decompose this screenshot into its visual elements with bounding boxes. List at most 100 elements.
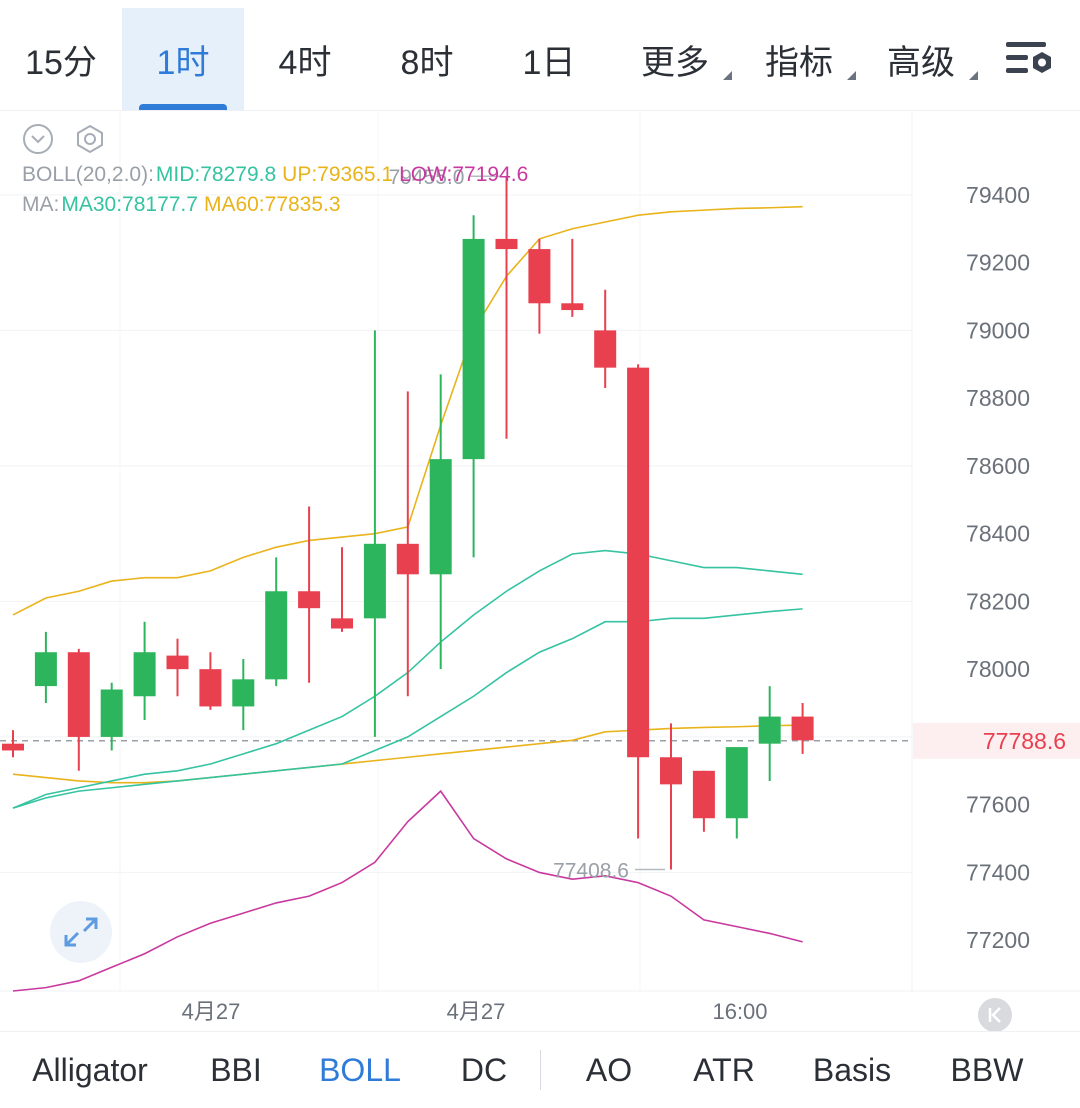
candle-body xyxy=(199,669,222,707)
candle xyxy=(758,686,781,781)
candle-body xyxy=(100,689,123,737)
price-tick-label: 77200 xyxy=(966,927,1030,953)
candle xyxy=(660,723,682,870)
candle xyxy=(67,648,90,771)
indicators-dropdown[interactable]: 指标 xyxy=(754,8,856,110)
candle-body xyxy=(265,591,288,680)
indicator-tab-bbi[interactable]: BBI xyxy=(210,1052,262,1088)
boll-lower-line xyxy=(12,789,803,992)
candle xyxy=(2,730,24,758)
tab-4h[interactable]: 4时 xyxy=(244,8,366,110)
candle-body xyxy=(2,743,24,751)
candle-body xyxy=(363,543,386,619)
price-tick-label: 78400 xyxy=(966,521,1030,547)
price-tick-label: 77600 xyxy=(966,792,1030,818)
candle xyxy=(528,238,551,334)
candle xyxy=(725,747,748,839)
time-axis-label: 16:00 xyxy=(712,999,767,1024)
candle xyxy=(363,330,386,737)
ma60-line xyxy=(12,724,803,784)
tab-label: 4时 xyxy=(278,43,332,82)
tab-label: 8时 xyxy=(400,43,454,82)
tab-1h[interactable]: 1时 xyxy=(122,8,244,110)
price-tick-label: 78000 xyxy=(966,656,1030,682)
candle xyxy=(396,391,419,697)
timeframe-bar: 15分 1时 4时 8时 1日 更多 指标 高级 xyxy=(0,0,1080,111)
ma30-line xyxy=(12,608,803,809)
indicator-tab-ao[interactable]: AO xyxy=(585,1052,633,1088)
tab-label: 1时 xyxy=(156,43,210,82)
candle xyxy=(561,238,584,317)
candle-body xyxy=(791,716,814,741)
dropdown-caret-icon xyxy=(723,71,732,80)
candle-body xyxy=(528,249,551,304)
indicator-tab-atr[interactable]: ATR xyxy=(693,1052,755,1088)
ma60-value: MA60:77835.3 xyxy=(203,193,341,216)
indicator-tab-dc[interactable]: DC xyxy=(460,1052,508,1088)
chevron-down-icon[interactable] xyxy=(22,123,54,155)
candle xyxy=(199,652,222,710)
candle xyxy=(265,557,288,687)
price-tick-label: 77400 xyxy=(966,859,1030,885)
candle-body xyxy=(462,238,485,460)
indicator-tab-boll[interactable]: BOLL xyxy=(319,1052,401,1088)
candle-body xyxy=(627,367,650,758)
more-dropdown[interactable]: 更多 xyxy=(630,8,732,110)
current-price-label: 77788.6 xyxy=(983,728,1066,754)
candle xyxy=(133,621,156,720)
indicators-label: 指标 xyxy=(765,43,833,82)
price-tick-label: 78800 xyxy=(966,385,1030,411)
candle xyxy=(462,215,485,558)
price-tick-label: 79000 xyxy=(966,317,1030,343)
boll-up-value: UP:79365.1 xyxy=(282,163,394,186)
divider xyxy=(540,1050,541,1090)
candle xyxy=(692,770,715,832)
candle xyxy=(34,631,57,704)
candle-body xyxy=(495,238,518,250)
candle-body xyxy=(660,757,682,785)
expand-arrows-icon[interactable] xyxy=(50,901,112,963)
price-tick-label: 78200 xyxy=(966,588,1030,614)
back-to-latest-icon[interactable] xyxy=(978,998,1012,1032)
candle xyxy=(100,682,123,751)
price-tick-label: 78600 xyxy=(966,453,1030,479)
candle xyxy=(594,289,617,388)
ma-name: MA: xyxy=(22,193,60,216)
ma30-value: MA30:78177.7 xyxy=(61,193,198,216)
candle-body xyxy=(396,543,419,575)
candle xyxy=(232,659,255,731)
candle xyxy=(627,364,650,839)
indicator-bar: Alligator BBI BOLL DC AO ATR Basis BBW xyxy=(0,1031,1080,1108)
indicator-tab-bbw[interactable]: BBW xyxy=(950,1052,1024,1088)
indicator-tab-alligator[interactable]: Alligator xyxy=(32,1052,148,1088)
candle-body xyxy=(232,679,255,707)
candle-body xyxy=(692,770,715,819)
hexagon-settings-icon[interactable] xyxy=(74,123,106,155)
tab-8h[interactable]: 8时 xyxy=(366,8,488,110)
candle-body xyxy=(298,591,321,609)
candle xyxy=(495,176,518,439)
candle-body xyxy=(133,652,156,697)
indicator-tab-basis[interactable]: Basis xyxy=(812,1052,892,1088)
candle-body xyxy=(67,652,90,737)
candle xyxy=(298,506,321,683)
candle-body xyxy=(331,618,353,629)
candle-body xyxy=(34,652,57,687)
tab-15m[interactable]: 15分 xyxy=(0,8,122,110)
tab-1d[interactable]: 1日 xyxy=(488,8,610,110)
price-tick-label: 79200 xyxy=(966,250,1030,276)
current-price-tag xyxy=(913,722,1080,759)
candle-body xyxy=(594,330,617,368)
low-annotation-label: 77408.6 xyxy=(553,860,629,883)
settings-icon[interactable] xyxy=(1002,38,1058,82)
advanced-dropdown[interactable]: 高级 xyxy=(876,8,978,110)
dropdown-caret-icon xyxy=(847,71,856,80)
candle-body xyxy=(166,655,189,670)
candle-body xyxy=(725,747,748,819)
candle xyxy=(331,547,353,632)
tab-label: 15分 xyxy=(25,43,97,82)
candle xyxy=(166,638,189,697)
candle-body xyxy=(429,459,452,575)
candlestick-chart[interactable]: 79400 79200 79000 78800 78600 78400 78200 78000… xyxy=(0,111,1080,1032)
tab-label: 1日 xyxy=(522,43,576,82)
